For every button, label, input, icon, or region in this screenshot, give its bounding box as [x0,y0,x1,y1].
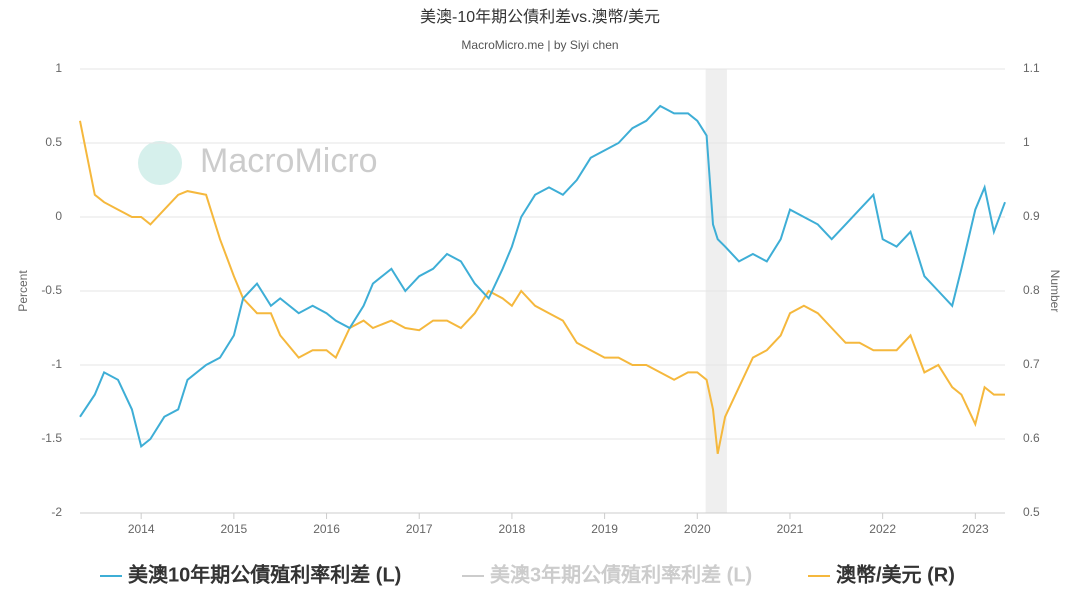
chart-subtitle: MacroMicro.me | by Siyi chen [461,38,618,52]
x-tick-label: 2015 [221,522,248,536]
y-axis-label: Percent [16,270,30,312]
y2-tick-label: 0.6 [1023,431,1040,445]
legend-label: 美澳3年期公債殖利率利差 (L) [490,562,752,586]
y2-tick-label: 1.1 [1023,61,1040,75]
y-tick-label: 1 [55,61,62,75]
y2-tick-label: 0.5 [1023,505,1040,519]
x-tick-label: 2023 [962,522,989,536]
y2-tick-label: 0.8 [1023,283,1040,297]
y2-tick-label: 0.7 [1023,357,1040,371]
y-tick-label: -2 [51,505,62,519]
x-tick-label: 2017 [406,522,433,536]
x-tick-label: 2019 [591,522,618,536]
watermark: MacroMicro [200,142,378,180]
y-tick-label: -1 [51,357,62,371]
y-tick-label: 0 [55,209,62,223]
legend-label: 澳幣/美元 (R) [836,562,955,586]
y2-tick-label: 1 [1023,135,1030,149]
x-tick-label: 2018 [499,522,526,536]
legend-label: 美澳10年期公債殖利率利差 (L) [128,562,401,586]
chart-title: 美澳-10年期公債利差vs.澳幣/美元 [420,8,660,26]
y-tick-label: 0.5 [45,135,62,149]
y2-tick-label: 0.9 [1023,209,1040,223]
y-tick-label: -0.5 [41,283,62,297]
series-line [79,120,1005,454]
x-tick-label: 2021 [777,522,804,536]
x-tick-label: 2020 [684,522,711,536]
x-tick-label: 2014 [128,522,155,536]
y2-axis-label: Number [1048,270,1062,313]
series-line [79,104,1006,449]
y-tick-label: -1.5 [41,431,62,445]
watermark-logo [138,141,182,185]
x-tick-label: 2022 [869,522,896,536]
x-tick-label: 2016 [313,522,340,536]
